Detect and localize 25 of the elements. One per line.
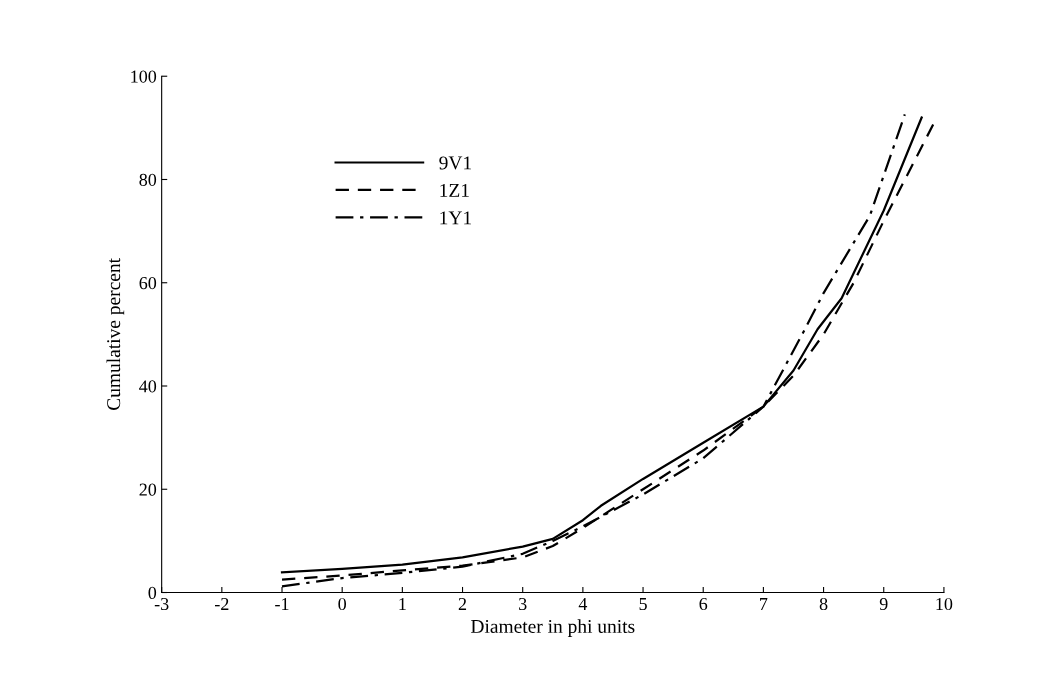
x-tick-label: -2 bbox=[214, 597, 229, 610]
x-tick-label: 0 bbox=[338, 597, 347, 611]
x-tick-label: 5 bbox=[639, 598, 647, 611]
x-tick-label: 1 bbox=[399, 597, 406, 610]
x-tick-label: 7 bbox=[760, 598, 768, 610]
x-tick-label: 6 bbox=[699, 597, 708, 611]
x-axis-title: Diameter in phi units bbox=[470, 619, 635, 637]
x-tick-label: 2 bbox=[458, 597, 467, 610]
y-tick-label: 40 bbox=[139, 380, 157, 393]
legend-label: 1Z1 bbox=[440, 183, 469, 197]
legend-label: 9V1 bbox=[439, 156, 471, 170]
y-tick-label: 20 bbox=[139, 483, 157, 496]
y-tick-label: 100 bbox=[131, 70, 157, 83]
x-tick-label: 9 bbox=[879, 597, 888, 611]
x-tick-label: 4 bbox=[578, 598, 588, 610]
x-tick-label: 8 bbox=[819, 597, 828, 611]
x-tick-label: 3 bbox=[519, 597, 527, 611]
y-tick-label: 80 bbox=[139, 173, 157, 186]
legend-label: 1Y1 bbox=[440, 211, 471, 225]
y-tick-label: 60 bbox=[139, 277, 157, 290]
y-tick-label: 0 bbox=[148, 586, 157, 599]
x-tick-label: 10 bbox=[936, 597, 953, 611]
x-tick-label: -1 bbox=[275, 597, 289, 610]
x-tick-label: -3 bbox=[154, 597, 169, 611]
y-axis-title: Cumulative percent bbox=[106, 258, 125, 410]
